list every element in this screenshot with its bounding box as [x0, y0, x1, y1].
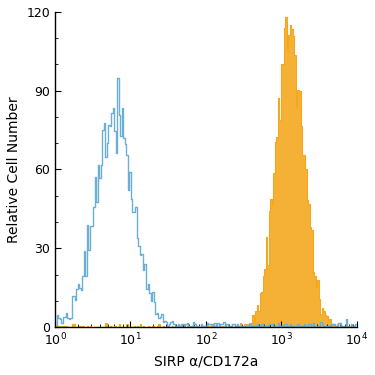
Y-axis label: Relative Cell Number: Relative Cell Number: [7, 96, 21, 243]
X-axis label: SIRP α/CD172a: SIRP α/CD172a: [154, 354, 258, 368]
